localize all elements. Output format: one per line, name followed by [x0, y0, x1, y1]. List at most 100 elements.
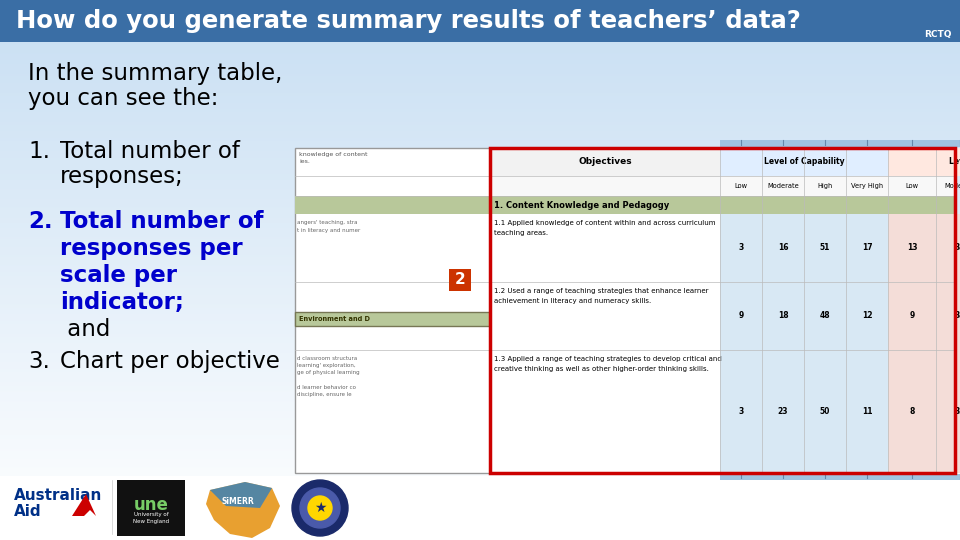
Bar	[0, 168, 960, 169]
Bar	[0, 226, 960, 227]
Bar	[0, 249, 960, 250]
Text: 1.1 Applied knowledge of content within and across curriculum: 1.1 Applied knowledge of content within …	[494, 220, 715, 226]
Bar	[0, 143, 960, 144]
Bar	[0, 104, 960, 105]
Text: ge of physical learning: ge of physical learning	[297, 370, 360, 375]
Bar	[0, 78, 960, 79]
Bar	[0, 326, 960, 327]
Bar	[0, 457, 960, 458]
Bar	[0, 11, 960, 12]
Bar	[0, 12, 960, 13]
Bar	[0, 528, 960, 529]
Text: 2.: 2.	[28, 210, 53, 233]
Bar	[0, 339, 960, 340]
Bar	[720, 474, 960, 480]
Bar	[0, 428, 960, 429]
Bar	[0, 484, 960, 485]
Bar	[0, 145, 960, 146]
Bar	[0, 322, 960, 323]
Bar	[0, 137, 960, 138]
Bar	[0, 27, 960, 28]
Bar	[0, 329, 960, 330]
Bar	[0, 242, 960, 243]
Bar	[0, 429, 960, 430]
Bar	[0, 431, 960, 432]
Bar	[0, 196, 960, 197]
Bar	[0, 5, 960, 6]
Bar	[0, 184, 960, 185]
Bar	[0, 327, 960, 328]
Bar	[0, 354, 960, 355]
Text: 35: 35	[955, 244, 960, 253]
Bar	[0, 466, 960, 467]
Bar	[0, 283, 960, 284]
Bar	[0, 440, 960, 441]
Bar	[0, 200, 960, 201]
Bar	[0, 269, 960, 270]
Bar	[0, 501, 960, 502]
Bar	[449, 269, 471, 291]
Bar	[0, 534, 960, 535]
Bar	[0, 267, 960, 268]
Bar	[0, 497, 960, 498]
Bar	[0, 372, 960, 373]
Bar	[0, 305, 960, 306]
Bar	[0, 69, 960, 70]
Bar	[490, 176, 955, 196]
Bar	[0, 255, 960, 256]
Bar	[0, 442, 960, 443]
Bar	[0, 15, 960, 16]
Bar	[0, 493, 960, 494]
Bar	[888, 148, 960, 176]
Text: 50: 50	[820, 407, 830, 416]
Bar	[720, 140, 960, 147]
Bar	[0, 72, 960, 73]
Bar	[0, 295, 960, 296]
Bar	[0, 93, 960, 94]
Bar	[0, 352, 960, 353]
Bar	[0, 515, 960, 516]
Bar	[0, 455, 960, 456]
Bar	[0, 412, 960, 413]
Bar	[0, 130, 960, 131]
Bar	[0, 480, 960, 481]
Text: 18: 18	[778, 312, 788, 321]
Bar	[0, 416, 960, 417]
Bar	[0, 381, 960, 382]
Text: New England: New England	[132, 519, 169, 524]
Text: Moderate: Moderate	[944, 183, 960, 189]
Bar	[0, 91, 960, 92]
Text: In the summary table,: In the summary table,	[28, 62, 282, 85]
Bar	[0, 103, 960, 104]
Bar	[0, 132, 960, 133]
Bar	[0, 54, 960, 55]
Bar	[0, 449, 960, 450]
Bar	[720, 282, 888, 350]
Bar	[0, 284, 960, 285]
Bar	[0, 74, 960, 75]
Bar	[0, 186, 960, 187]
Bar	[720, 214, 888, 282]
Bar	[0, 290, 960, 291]
Bar	[0, 211, 960, 212]
Bar	[0, 398, 960, 399]
Text: RCTQ: RCTQ	[924, 30, 952, 39]
Bar	[0, 297, 960, 298]
Bar	[0, 187, 960, 188]
Bar	[0, 235, 960, 236]
Bar	[0, 178, 960, 179]
Bar	[0, 155, 960, 156]
Bar	[0, 209, 960, 210]
Circle shape	[300, 488, 340, 528]
Bar	[0, 224, 960, 225]
Bar	[0, 536, 960, 537]
Bar	[0, 529, 960, 530]
Bar	[0, 425, 960, 426]
Bar	[0, 129, 960, 130]
Bar	[0, 158, 960, 159]
Bar	[0, 215, 960, 216]
Bar	[0, 185, 960, 186]
Text: ies.: ies.	[299, 159, 310, 164]
Bar	[0, 328, 960, 329]
Bar	[0, 337, 960, 338]
